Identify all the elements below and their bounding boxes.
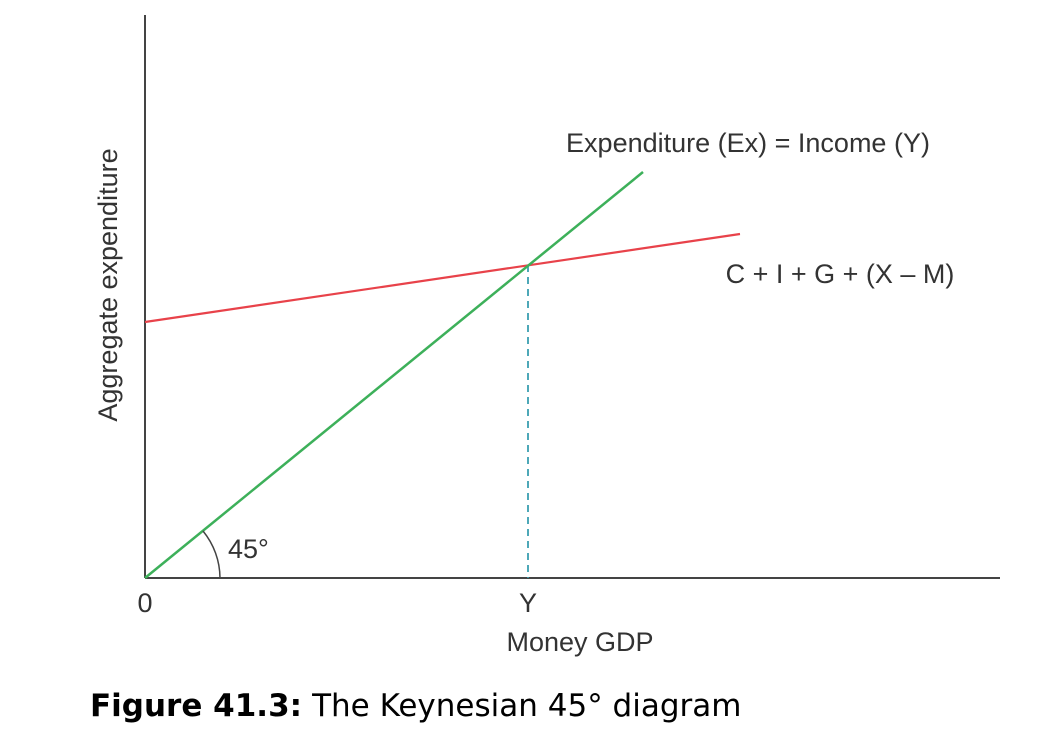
x-marker-label: Y (519, 588, 537, 618)
caption: Figure 41.3: The Keynesian 45° diagram (90, 688, 741, 724)
x-axis-label: Money GDP (506, 627, 653, 657)
y-axis-label: Aggregate expenditure (93, 148, 123, 421)
origin-label: 0 (137, 588, 152, 618)
line-label: C + I + G + (X – M) (726, 259, 955, 289)
aggregate-expenditure-line (144, 232, 741, 324)
angle-label: 45° (228, 534, 269, 564)
caption-text: The Keynesian 45° diagram (311, 688, 741, 724)
caption-number: Figure 41.3: (90, 688, 302, 724)
angle-arc (202, 530, 221, 579)
forty-five-degree-line (144, 171, 644, 579)
line-label: Expenditure (Ex) = Income (Y) (566, 128, 930, 158)
